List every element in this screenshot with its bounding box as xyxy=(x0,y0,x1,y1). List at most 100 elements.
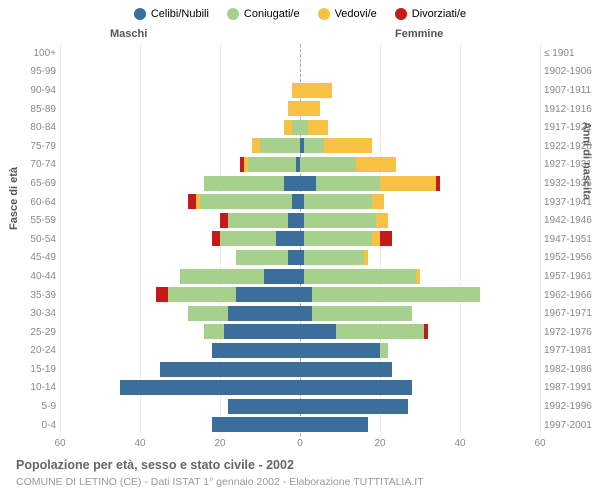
chart-area: 100+≤ 190195-991902-190690-941907-191185… xyxy=(60,44,540,436)
yaxis-label-left: Fasce di età xyxy=(8,167,20,230)
legend-swatch xyxy=(395,8,407,20)
bar-segment-female xyxy=(300,362,392,377)
chart-subtitle: COMUNE DI LETINO (CE) - Dati ISTAT 1° ge… xyxy=(16,476,424,488)
age-label: 0-4 xyxy=(24,420,56,431)
age-label: 5-9 xyxy=(24,401,56,412)
age-row: 55-591942-1946 xyxy=(60,211,540,230)
bar-area xyxy=(60,231,540,246)
birth-year-label: 1927-1931 xyxy=(544,159,598,170)
bar-segment-male xyxy=(236,250,288,265)
bar-area xyxy=(60,362,540,377)
legend-item: Divorziati/e xyxy=(395,8,466,20)
bar-segment-male xyxy=(180,269,264,284)
birth-year-label: ≤ 1901 xyxy=(544,48,598,59)
age-row: 65-691932-1936 xyxy=(60,174,540,193)
bar-segment-male xyxy=(212,343,300,358)
birth-year-label: 1922-1926 xyxy=(544,141,598,152)
age-row: 95-991902-1906 xyxy=(60,63,540,82)
bar-segment-female xyxy=(304,269,416,284)
bar-segment-female xyxy=(316,176,380,191)
birth-year-label: 1987-1991 xyxy=(544,382,598,393)
bar-segment-male xyxy=(220,213,228,228)
age-label: 85-89 xyxy=(24,104,56,115)
bar-area xyxy=(60,343,540,358)
x-tick: 20 xyxy=(214,438,225,449)
birth-year-label: 1932-1936 xyxy=(544,178,598,189)
bar-segment-female xyxy=(300,399,408,414)
bar-segment-male xyxy=(228,213,288,228)
bar-area xyxy=(60,250,540,265)
age-label: 90-94 xyxy=(24,85,56,96)
birth-year-label: 1937-1941 xyxy=(544,197,598,208)
age-row: 85-891912-1916 xyxy=(60,100,540,119)
grid-line xyxy=(540,44,541,436)
bar-segment-male xyxy=(204,324,224,339)
bar-segment-female xyxy=(380,231,392,246)
bar-segment-female xyxy=(300,176,316,191)
age-row: 15-191982-1986 xyxy=(60,360,540,379)
bar-segment-male xyxy=(260,138,300,153)
bar-segment-female xyxy=(308,120,328,135)
age-label: 75-79 xyxy=(24,141,56,152)
bar-segment-male xyxy=(284,120,292,135)
age-row: 25-291972-1976 xyxy=(60,323,540,342)
bar-area xyxy=(60,417,540,432)
age-label: 65-69 xyxy=(24,178,56,189)
bar-area xyxy=(60,46,540,61)
bar-segment-female xyxy=(372,231,380,246)
bar-segment-male xyxy=(168,287,236,302)
bar-segment-male xyxy=(156,287,168,302)
bar-segment-female xyxy=(416,269,420,284)
bar-area xyxy=(60,287,540,302)
age-row: 5-91992-1996 xyxy=(60,397,540,416)
legend-item: Vedovi/e xyxy=(318,8,377,20)
bar-segment-male xyxy=(224,324,300,339)
bar-segment-female xyxy=(424,324,428,339)
bar-segment-female xyxy=(312,306,412,321)
bar-area xyxy=(60,194,540,209)
age-row: 0-41997-2001 xyxy=(60,416,540,435)
bar-segment-male xyxy=(200,194,292,209)
bar-segment-female xyxy=(372,194,384,209)
bar-segment-female xyxy=(312,287,480,302)
age-label: 55-59 xyxy=(24,215,56,226)
bar-area xyxy=(60,157,540,172)
x-tick: 40 xyxy=(134,438,145,449)
age-label: 40-44 xyxy=(24,271,56,282)
bar-segment-female xyxy=(364,250,368,265)
chart-title: Popolazione per età, sesso e stato civil… xyxy=(16,458,294,472)
birth-year-label: 1952-1956 xyxy=(544,252,598,263)
birth-year-label: 1902-1906 xyxy=(544,66,598,77)
age-label: 60-64 xyxy=(24,197,56,208)
bar-area xyxy=(60,64,540,79)
bar-segment-female xyxy=(436,176,440,191)
age-label: 100+ xyxy=(24,48,56,59)
bar-segment-female xyxy=(300,417,368,432)
birth-year-label: 1972-1976 xyxy=(544,327,598,338)
bar-segment-male xyxy=(236,287,300,302)
bar-segment-male xyxy=(212,231,220,246)
header-female: Femmine xyxy=(395,28,443,40)
age-row: 45-491952-1956 xyxy=(60,249,540,268)
bar-segment-male xyxy=(160,362,300,377)
age-row: 90-941907-1911 xyxy=(60,81,540,100)
age-label: 95-99 xyxy=(24,66,56,77)
bar-segment-male xyxy=(252,138,260,153)
x-axis: 6040200204060 xyxy=(60,438,540,452)
bar-segment-female xyxy=(304,213,376,228)
bar-segment-female xyxy=(380,176,436,191)
age-label: 20-24 xyxy=(24,345,56,356)
pyramid-container: Celibi/NubiliConiugati/eVedovi/eDivorzia… xyxy=(0,0,600,500)
bar-area xyxy=(60,269,540,284)
bar-segment-female xyxy=(300,324,336,339)
bar-segment-female xyxy=(380,343,388,358)
bar-segment-male xyxy=(228,399,300,414)
bar-segment-female xyxy=(336,324,424,339)
bar-area xyxy=(60,380,540,395)
header-male: Maschi xyxy=(110,28,147,40)
x-tick: 60 xyxy=(54,438,65,449)
birth-year-label: 1992-1996 xyxy=(544,401,598,412)
bar-segment-male xyxy=(292,83,300,98)
bar-segment-female xyxy=(304,138,324,153)
age-row: 35-391962-1966 xyxy=(60,286,540,305)
